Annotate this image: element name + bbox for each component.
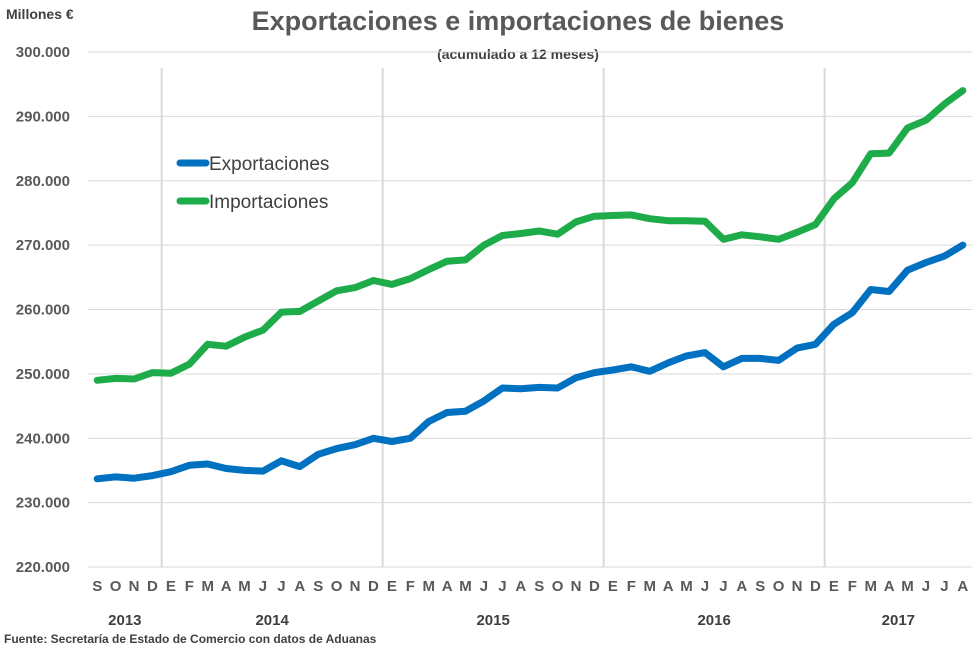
year-label: 2014 <box>255 612 289 629</box>
year-separators <box>160 68 826 567</box>
x-tick-label: M <box>680 578 693 595</box>
y-tick-label: 280.000 <box>16 173 70 190</box>
x-tick-label: O <box>773 578 785 595</box>
x-tick-label: S <box>534 578 544 595</box>
x-tick-label: D <box>589 578 600 595</box>
x-tick-label: M <box>901 578 914 595</box>
x-tick-label: A <box>957 578 968 595</box>
x-tick-label: F <box>406 578 415 595</box>
x-tick-label: J <box>701 578 709 595</box>
x-tick-label: N <box>571 578 582 595</box>
x-tick-label: J <box>480 578 488 595</box>
x-tick-label: J <box>277 578 285 595</box>
year-label: 2013 <box>108 612 141 629</box>
x-tick-label: J <box>259 578 267 595</box>
x-tick-label: F <box>185 578 194 595</box>
series-lines <box>93 87 967 483</box>
x-tick-label: A <box>221 578 232 595</box>
x-tick-label: E <box>608 578 618 595</box>
year-label: 2017 <box>882 612 915 629</box>
x-tick-label: N <box>350 578 361 595</box>
x-tick-label: D <box>147 578 158 595</box>
x-tick-label: A <box>515 578 526 595</box>
legend-label: Exportaciones <box>209 154 329 175</box>
y-tick-label: 220.000 <box>16 559 70 576</box>
y-tick-label: 230.000 <box>16 495 70 512</box>
x-tick-label: J <box>922 578 930 595</box>
x-tick-label: S <box>92 578 102 595</box>
x-tick-label: N <box>792 578 803 595</box>
y-tick-label: 250.000 <box>16 366 70 383</box>
x-tick-label: F <box>848 578 857 595</box>
x-tick-label: M <box>201 578 214 595</box>
x-tick-label: S <box>313 578 323 595</box>
x-tick-label: D <box>810 578 821 595</box>
chart-subtitle: (acumulado a 12 meses) <box>437 46 599 62</box>
chart-title: Exportaciones e importaciones de bienes <box>252 6 785 36</box>
year-label: 2015 <box>476 612 509 629</box>
x-tick-label: A <box>884 578 895 595</box>
x-tick-label: M <box>238 578 251 595</box>
x-tick-label: A <box>442 578 453 595</box>
x-tick-label: D <box>368 578 379 595</box>
x-tick-label: J <box>498 578 506 595</box>
x-tick-label: E <box>387 578 397 595</box>
legend-label: Importaciones <box>209 192 328 213</box>
y-tick-label: 240.000 <box>16 430 70 447</box>
year-labels: 2013 2014 2015 2016 2017 <box>108 612 915 629</box>
x-tick-label: O <box>110 578 122 595</box>
y-tick-label: 300.000 <box>16 44 70 61</box>
y-tick-label: 290.000 <box>16 108 70 125</box>
x-tick-label: O <box>331 578 343 595</box>
x-tick-label: M <box>422 578 435 595</box>
x-tick-label: J <box>940 578 948 595</box>
y-axis-unit-label: Millones € <box>6 6 74 22</box>
x-tick-label: A <box>736 578 747 595</box>
y-tick-label: 270.000 <box>16 237 70 254</box>
y-tick-label: 260.000 <box>16 302 70 319</box>
x-tick-label: M <box>643 578 656 595</box>
series-line-exportaciones <box>93 241 967 483</box>
legend: Exportaciones Importaciones <box>176 154 329 213</box>
year-label: 2016 <box>697 612 730 629</box>
y-axis-ticks: 220.000 230.000 240.000 250.000 260.000 270.0… <box>16 44 70 576</box>
series-line-importaciones <box>93 87 967 384</box>
x-tick-label: J <box>719 578 727 595</box>
x-tick-label: E <box>829 578 839 595</box>
source-note: Fuente: Secretaría de Estado de Comercio… <box>4 632 377 646</box>
x-tick-label: E <box>166 578 176 595</box>
x-tick-label: A <box>663 578 674 595</box>
x-tick-label: N <box>129 578 140 595</box>
x-tick-label: M <box>864 578 877 595</box>
x-tick-label: S <box>755 578 765 595</box>
x-tick-label: F <box>627 578 636 595</box>
x-tick-label: O <box>552 578 564 595</box>
x-tick-label: M <box>459 578 472 595</box>
x-tick-label: A <box>294 578 305 595</box>
gridlines <box>88 51 972 568</box>
